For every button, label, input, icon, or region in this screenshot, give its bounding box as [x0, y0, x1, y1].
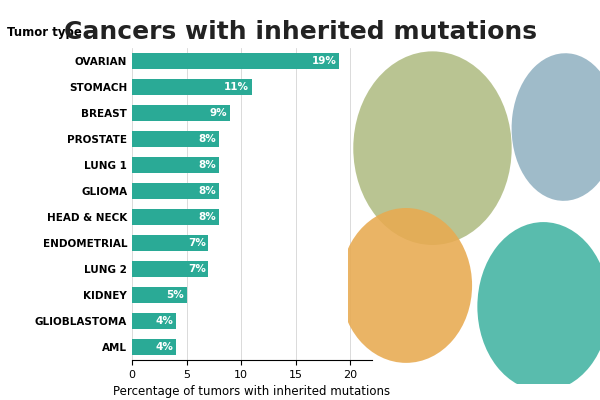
Bar: [132, 78, 252, 96]
Bar: [132, 338, 176, 356]
Text: 5%: 5%: [166, 290, 184, 300]
X-axis label: Percentage of tumors with inherited mutations: Percentage of tumors with inherited muta…: [113, 385, 391, 398]
Bar: [132, 156, 219, 174]
Bar: [132, 130, 219, 148]
Text: 9%: 9%: [210, 108, 227, 118]
Ellipse shape: [340, 208, 472, 363]
Text: 19%: 19%: [311, 56, 337, 66]
Bar: [132, 182, 219, 200]
Text: 8%: 8%: [199, 186, 217, 196]
Bar: [132, 208, 219, 226]
Text: 4%: 4%: [155, 316, 173, 326]
Bar: [132, 286, 187, 304]
Text: 8%: 8%: [199, 160, 217, 170]
Bar: [132, 104, 230, 122]
Text: Cancers with inherited mutations: Cancers with inherited mutations: [64, 20, 536, 44]
Text: 7%: 7%: [188, 264, 206, 274]
Bar: [132, 312, 176, 330]
Bar: [132, 52, 339, 70]
Text: 8%: 8%: [199, 212, 217, 222]
Ellipse shape: [512, 53, 600, 201]
Text: 8%: 8%: [199, 134, 217, 144]
Ellipse shape: [353, 51, 512, 245]
Text: 11%: 11%: [224, 82, 249, 92]
Bar: [132, 260, 208, 278]
Text: 7%: 7%: [188, 238, 206, 248]
Text: Tumor type: Tumor type: [7, 26, 82, 39]
Ellipse shape: [478, 222, 600, 391]
Bar: [132, 234, 208, 252]
Text: 4%: 4%: [155, 342, 173, 352]
